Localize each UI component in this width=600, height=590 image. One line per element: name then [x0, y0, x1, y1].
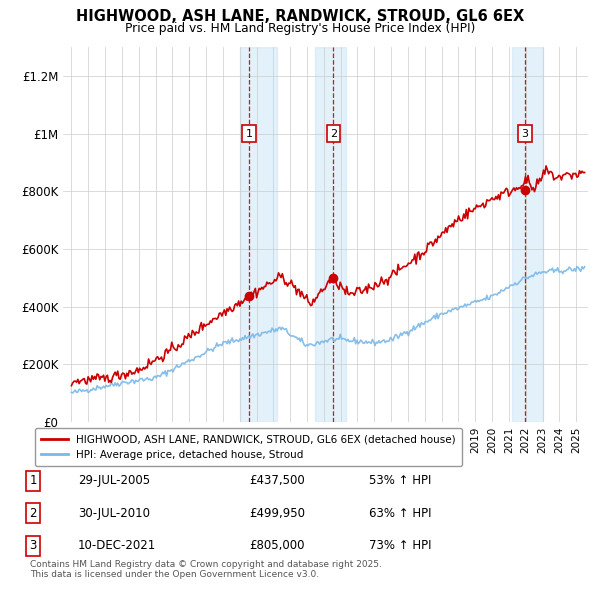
Text: 1: 1 — [29, 474, 37, 487]
Text: 10-DEC-2021: 10-DEC-2021 — [78, 539, 156, 552]
Text: HIGHWOOD, ASH LANE, RANDWICK, STROUD, GL6 6EX: HIGHWOOD, ASH LANE, RANDWICK, STROUD, GL… — [76, 9, 524, 24]
Text: Price paid vs. HM Land Registry's House Price Index (HPI): Price paid vs. HM Land Registry's House … — [125, 22, 475, 35]
Text: 3: 3 — [29, 539, 37, 552]
Text: 1: 1 — [246, 129, 253, 139]
Text: 2: 2 — [29, 507, 37, 520]
Text: £805,000: £805,000 — [249, 539, 305, 552]
Text: 30-JUL-2010: 30-JUL-2010 — [78, 507, 150, 520]
Text: £437,500: £437,500 — [249, 474, 305, 487]
Text: £499,950: £499,950 — [249, 507, 305, 520]
Text: 29-JUL-2005: 29-JUL-2005 — [78, 474, 150, 487]
Text: 3: 3 — [521, 129, 528, 139]
Legend: HIGHWOOD, ASH LANE, RANDWICK, STROUD, GL6 6EX (detached house), HPI: Average pri: HIGHWOOD, ASH LANE, RANDWICK, STROUD, GL… — [35, 428, 462, 466]
Text: 2: 2 — [330, 129, 337, 139]
Text: 73% ↑ HPI: 73% ↑ HPI — [369, 539, 431, 552]
Bar — [239, 47, 277, 422]
Bar — [512, 47, 542, 422]
Text: Contains HM Land Registry data © Crown copyright and database right 2025.
This d: Contains HM Land Registry data © Crown c… — [30, 560, 382, 579]
Text: 63% ↑ HPI: 63% ↑ HPI — [369, 507, 431, 520]
Text: 53% ↑ HPI: 53% ↑ HPI — [369, 474, 431, 487]
Bar — [316, 47, 346, 422]
